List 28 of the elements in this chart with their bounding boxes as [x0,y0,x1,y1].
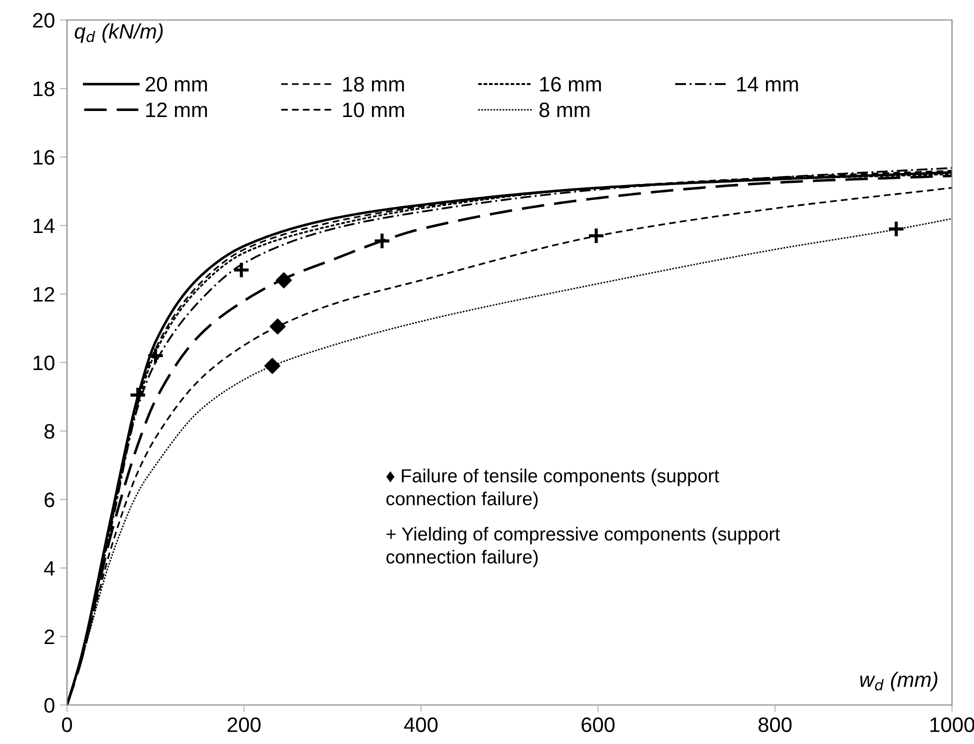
legend-label: 20 mm [146,76,207,92]
y-tick-label: 16 [34,150,54,165]
x-tick-label: 1000 [930,717,974,732]
legend-label: 12 mm [146,102,207,118]
x-axis-title: w$_{d}$ (mm) [860,672,938,692]
y-tick-label: 4 [44,561,55,576]
y-tick-label: 18 [34,82,54,96]
y-tick-label: 8 [44,424,54,439]
y-tick-label: 10 [34,356,54,370]
y-tick-label: 12 [34,287,54,302]
y-tick-label: 2 [44,630,54,644]
y-tick-label: 20 [33,13,54,28]
x-tick-label: 800 [758,717,792,732]
legend-label: 16 mm [540,76,601,92]
x-tick-label: 200 [228,717,261,732]
legend-label: 8 mm [540,102,590,118]
y-axis-title: q$_{d}$ (kN/m) [74,23,163,43]
x-tick-label: 0 [62,717,72,732]
legend-label: 14 mm [737,77,798,92]
annotation: ♦ Failure of tensile components (support connection failure) [386,468,720,510]
x-tick-label: 400 [404,717,438,732]
legend-label: 18 mm [343,76,404,92]
y-tick-label: 0 [44,698,54,713]
x-tick-label: 600 [582,717,615,732]
annotation: + Yielding of compressive components (support connection failure) [386,526,780,568]
y-tick-label: 6 [44,492,54,508]
y-tick-label: 14 [34,218,55,234]
legend-label: 10 mm [343,102,404,118]
